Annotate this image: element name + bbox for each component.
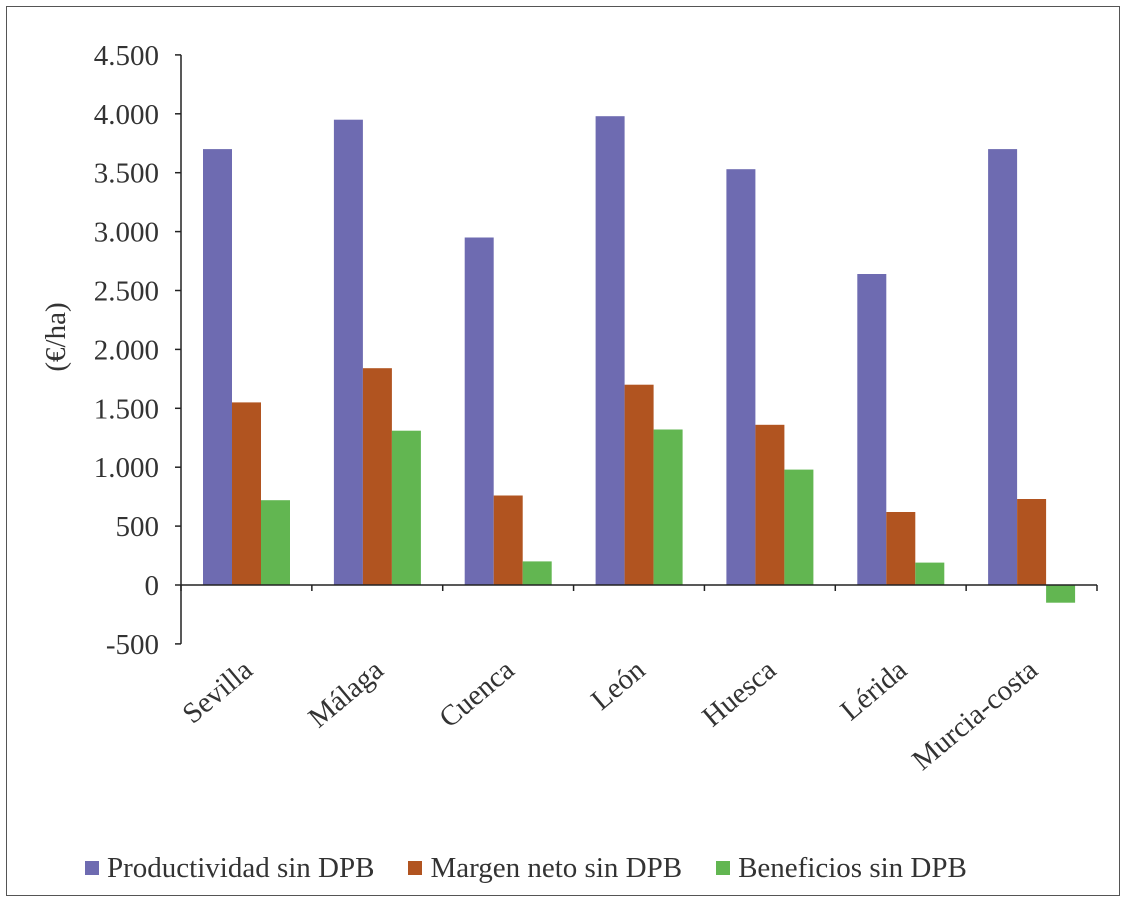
- y-tick-label: 1.000: [94, 452, 159, 484]
- legend-item-beneficios: Beneficios sin DPB: [716, 852, 967, 885]
- y-tick-label: -500: [106, 629, 159, 661]
- y-tick-label: 4.000: [94, 99, 159, 131]
- legend-item-margen: Margen neto sin DPB: [408, 852, 682, 885]
- bar-león-series-1: [595, 116, 625, 585]
- bars-layer: [203, 116, 1076, 603]
- bar-cuenca-series-1: [464, 237, 494, 585]
- x-tick-labels: Sevilla Málaga Cuenca León Huesca LéridaMurci…: [177, 654, 1045, 777]
- x-tick-label-málaga: Málaga: [302, 654, 389, 734]
- y-tick-label: 2.000: [94, 334, 159, 366]
- y-tick-label: 4.500: [94, 40, 159, 72]
- bar-huesca-series-2: [755, 424, 785, 585]
- y-axis-label: (€/ha): [40, 302, 72, 371]
- x-tick-label-huesca: Huesca: [696, 654, 782, 733]
- legend-label-margen: Margen neto sin DPB: [430, 851, 683, 884]
- bar-chart: -500 0 500 1.000 1.500 2.000 2.500 3.000 3.500 4.…: [40, 40, 1098, 777]
- bar-león-series-2: [624, 384, 654, 585]
- bar-cuenca-series-3: [522, 561, 552, 585]
- bar-huesca-series-3: [784, 469, 814, 585]
- bar-lérida-series-3: [915, 562, 945, 585]
- bar-lérida-series-2: [886, 512, 916, 585]
- y-tick-label: 3.000: [94, 217, 159, 249]
- legend-swatch-beneficios: [716, 861, 731, 875]
- legend-swatch-productividad: [85, 861, 99, 875]
- bar-lérida-series-1: [857, 274, 887, 585]
- bar-sevilla-series-1: [203, 149, 232, 585]
- bar-huesca-series-1: [726, 169, 756, 585]
- bar-sevilla-series-3: [261, 500, 290, 585]
- y-tick-label: 500: [116, 511, 160, 543]
- y-tick-label: 1.500: [94, 393, 159, 425]
- bar-sevilla-series-2: [232, 402, 261, 585]
- legend-label-beneficios: Beneficios sin DPB: [738, 851, 967, 884]
- bar-málaga-series-3: [391, 430, 421, 585]
- y-tick-label: 2.500: [94, 276, 159, 308]
- x-tick-label-lérida: Lérida: [835, 654, 914, 727]
- bar-cuenca-series-2: [493, 495, 523, 585]
- bar-málaga-series-1: [333, 119, 363, 585]
- x-tick-label-león: León: [585, 654, 652, 717]
- bar-málaga-series-2: [362, 368, 392, 585]
- x-tick-label-murcia-costa: Murcia-costa: [906, 654, 1044, 777]
- legend-item-productividad: Productividad sin DPB: [85, 852, 374, 885]
- bar-murcia-costa-series-1: [988, 149, 1018, 585]
- legend: Productividad sin DPB Margen neto sin DP…: [85, 852, 1001, 885]
- bar-murcia-costa-series-2: [1017, 499, 1047, 585]
- x-tick-label-sevilla: Sevilla: [177, 654, 259, 730]
- legend-label-productividad: Productividad sin DPB: [107, 851, 375, 884]
- y-tick-labels: -500 0 500 1.000 1.500 2.000 2.500 3.000 3.500 4.…: [94, 40, 159, 661]
- x-tick-label-cuenca: Cuenca: [433, 654, 520, 734]
- y-tick-label: 3.500: [94, 158, 159, 190]
- bar-león-series-3: [653, 429, 683, 585]
- bar-murcia-costa-series-3: [1046, 585, 1076, 603]
- chart-frame: -500 0 500 1.000 1.500 2.000 2.500 3.000 3.500 4.…: [6, 6, 1120, 896]
- legend-swatch-margen: [408, 861, 423, 875]
- y-tick-label: 0: [145, 570, 160, 602]
- axes-layer: [175, 54, 1098, 645]
